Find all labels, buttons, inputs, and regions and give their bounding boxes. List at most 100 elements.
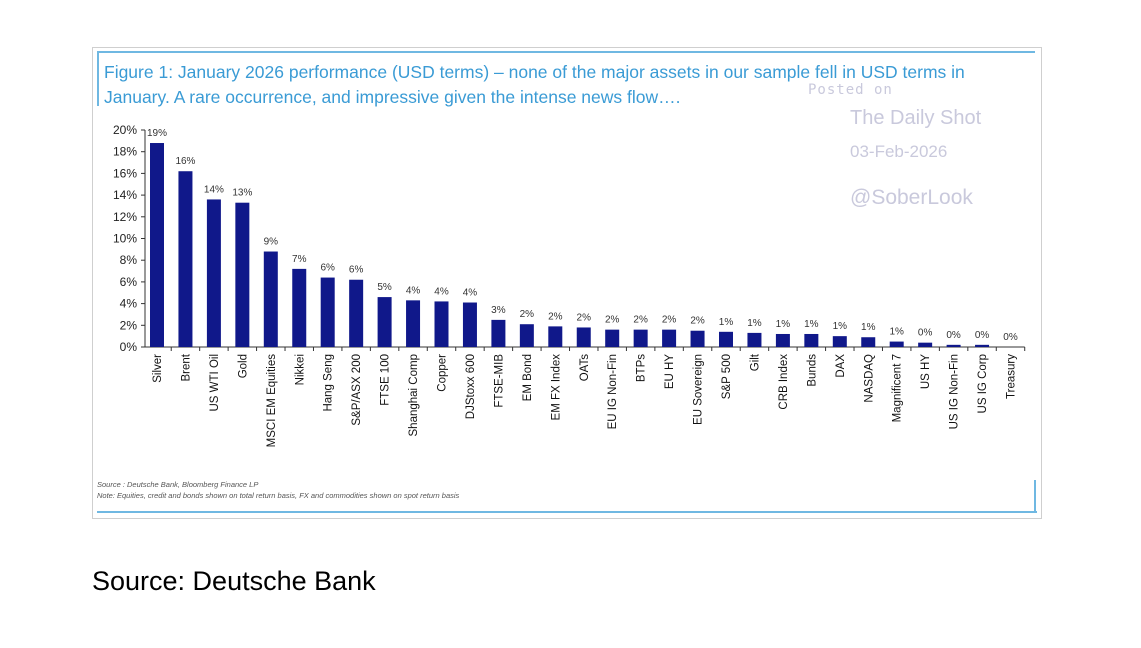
bar (434, 301, 449, 347)
category-label: FTSE 100 (380, 354, 392, 406)
data-label: 0% (1003, 332, 1018, 343)
category-label: Treasury (1006, 354, 1018, 399)
y-tick-label: 8% (120, 253, 138, 267)
data-label: 1% (861, 322, 876, 333)
y-tick-label: 18% (113, 145, 137, 159)
bar (690, 330, 705, 347)
bar (747, 332, 762, 347)
bar (320, 277, 335, 347)
bar (292, 268, 307, 347)
bar (804, 333, 819, 347)
data-label: 14% (204, 184, 224, 195)
bar (918, 342, 933, 347)
data-label: 16% (175, 156, 195, 167)
data-label: 1% (833, 321, 848, 332)
data-label: 6% (320, 263, 335, 274)
data-label: 0% (918, 328, 933, 339)
category-label: S&P/ASX 200 (351, 354, 363, 426)
bar (406, 300, 421, 347)
data-label: 1% (889, 327, 904, 338)
bar (946, 344, 961, 347)
category-label: US IG Corp (977, 354, 989, 413)
category-label: DJStoxx 600 (465, 354, 477, 419)
category-label: CRB Index (778, 354, 790, 410)
data-label: 4% (463, 288, 478, 299)
category-label: US WTI Oil (209, 354, 221, 412)
data-label: 13% (232, 188, 252, 199)
bar (150, 143, 164, 347)
y-tick-label: 0% (120, 340, 138, 354)
bar (633, 329, 648, 347)
bar (263, 251, 278, 347)
data-label: 9% (264, 237, 279, 248)
bar (548, 326, 563, 347)
bar (662, 329, 677, 347)
data-label: 4% (406, 285, 421, 296)
category-label: Brent (180, 353, 192, 381)
y-tick-label: 16% (113, 166, 137, 180)
bar (775, 333, 790, 347)
data-label: 2% (690, 316, 705, 327)
category-label: FTSE-MIB (493, 354, 505, 408)
bar (178, 171, 193, 347)
category-label: DAX (835, 354, 847, 378)
chart-title: Figure 1: January 2026 performance (USD … (104, 62, 965, 107)
y-tick-label: 4% (120, 297, 138, 311)
bar (975, 344, 990, 347)
y-tick-label: 2% (120, 318, 138, 332)
footnote: Note: Equities, credit and bonds shown o… (97, 491, 460, 500)
y-tick-label: 12% (113, 210, 137, 224)
data-label: 6% (349, 265, 364, 276)
category-label: US HY (920, 354, 932, 389)
y-tick-label: 14% (113, 188, 137, 202)
figure-frame (92, 47, 1042, 519)
data-label: 4% (434, 286, 449, 297)
category-label: OATs (579, 354, 591, 382)
bar (605, 329, 620, 347)
border-line (97, 511, 1037, 513)
bar (349, 279, 364, 347)
bar (491, 319, 506, 347)
border-line (97, 51, 99, 106)
bar (889, 341, 904, 347)
data-label: 2% (662, 315, 677, 326)
bar (462, 302, 477, 347)
category-label: EU Sovereign (693, 354, 705, 425)
bar (235, 202, 250, 347)
category-label: Gilt (749, 353, 761, 371)
bar (832, 336, 847, 347)
data-label: 19% (147, 128, 167, 139)
data-label: 1% (719, 317, 734, 328)
watermark-handle: @SoberLook (850, 186, 973, 209)
data-label: 5% (377, 282, 392, 293)
watermark-date: 03-Feb-2026 (850, 142, 948, 161)
data-label: 1% (747, 318, 762, 329)
data-label: 2% (605, 315, 620, 326)
bar (576, 327, 591, 347)
data-label: 0% (946, 330, 961, 341)
y-tick-label: 6% (120, 275, 138, 289)
category-label: Copper (437, 354, 449, 392)
watermark-posted-on: Posted on (808, 82, 893, 98)
data-label: 2% (520, 309, 535, 320)
bar (377, 297, 392, 347)
category-label: EU HY (664, 354, 676, 389)
category-label: Hang Seng (323, 354, 335, 412)
border-line (97, 51, 1035, 53)
category-label: Silver (152, 354, 164, 383)
category-label: EM FX Index (550, 354, 562, 421)
category-label: NASDAQ (863, 354, 875, 403)
category-label: Nikkei (294, 354, 306, 385)
category-label: EU IG Non-Fin (607, 354, 619, 429)
data-label: 2% (577, 312, 592, 323)
bar (519, 324, 534, 347)
category-label: US IG Non-Fin (949, 354, 961, 429)
category-label: S&P 500 (721, 354, 733, 399)
bar (861, 337, 876, 347)
category-label: Bunds (806, 354, 818, 387)
data-label: 1% (776, 319, 791, 330)
source-note: Source : Deutsche Bank, Bloomberg Financ… (97, 480, 259, 489)
category-label: EM Bond (522, 354, 534, 401)
y-tick-label: 20% (113, 123, 137, 137)
